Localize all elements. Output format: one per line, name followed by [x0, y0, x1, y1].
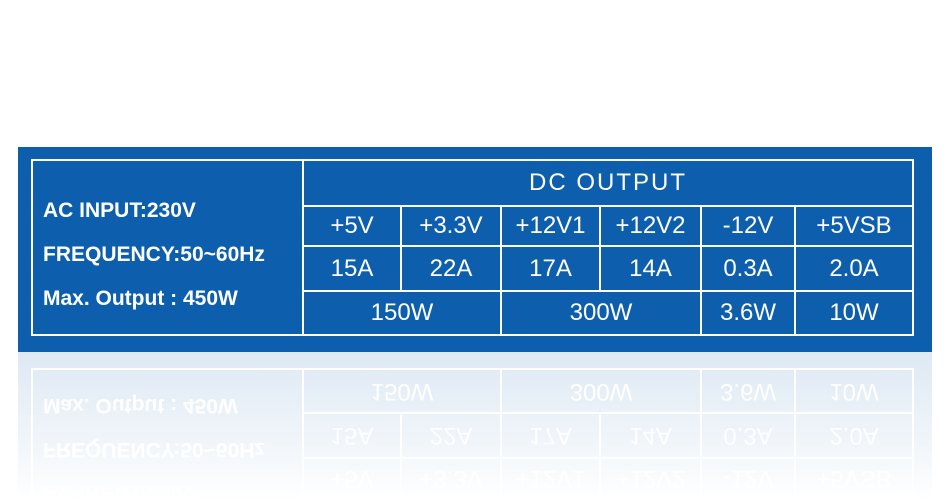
rail-header: +5V	[304, 207, 402, 247]
power-supply-label: AC INPUT:230V FREQUENCY:50~60Hz Max. Out…	[18, 147, 932, 352]
current-value: 2.0A	[796, 247, 912, 292]
rail-header: +5VSB	[796, 207, 912, 247]
current-value: 15A	[304, 247, 402, 292]
rail-header: +3.3V	[402, 207, 502, 247]
dc-output-table: DC OUTPUT +5V +3.3V +12V1 +12V2 -12V +5V…	[304, 161, 912, 334]
rail-header: +12V2	[601, 207, 702, 247]
combined-power-value: 10W	[829, 299, 879, 326]
rail-header: -12V	[702, 207, 796, 247]
current-value: 0.3A	[702, 247, 796, 292]
combined-power-value: 150W	[304, 292, 502, 334]
label-frame: AC INPUT:230V FREQUENCY:50~60Hz Max. Out…	[31, 159, 914, 336]
current-value: 14A	[601, 247, 702, 292]
input-specs-panel: AC INPUT:230V FREQUENCY:50~60Hz Max. Out…	[33, 161, 304, 334]
label-reflection: AC INPUT:230V FREQUENCY:50~60Hz Max. Out…	[0, 352, 950, 500]
frequency-text: FREQUENCY:50~60Hz	[43, 243, 265, 266]
dc-output-title: DC OUTPUT	[304, 161, 912, 207]
reflection-fade	[0, 352, 950, 500]
current-value: 22A	[402, 247, 502, 292]
current-value: 17A	[502, 247, 601, 292]
rail-header: +12V1	[502, 207, 601, 247]
combined-power-value: 300W	[502, 292, 702, 334]
ac-input-text: AC INPUT:230V	[43, 199, 196, 222]
combined-power-value: 3.6W	[702, 292, 796, 334]
max-output-text: Max. Output : 450W	[43, 287, 238, 310]
